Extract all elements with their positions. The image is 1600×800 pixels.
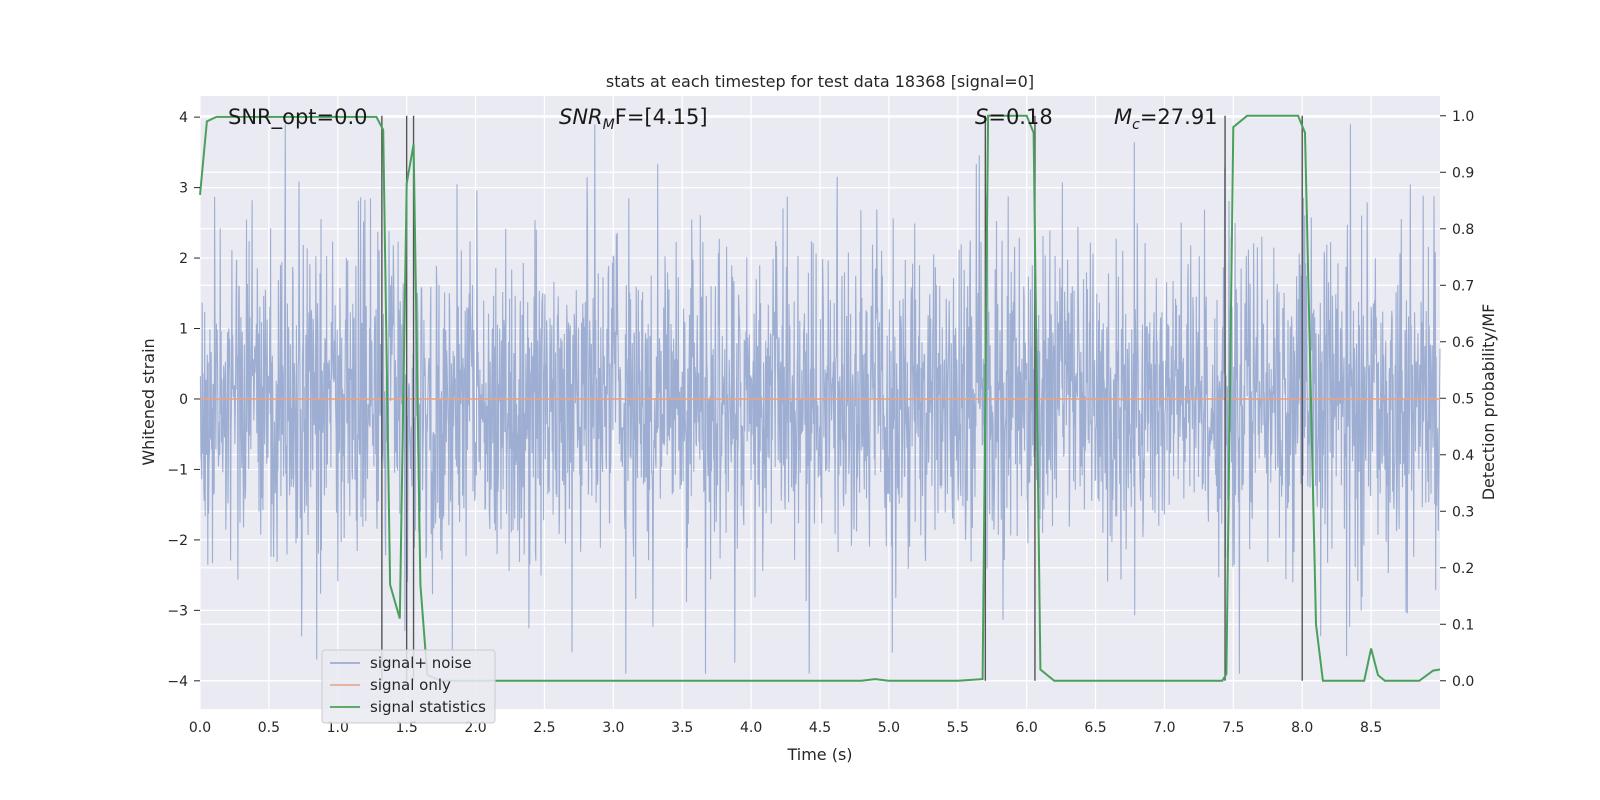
- y-right-tick-label: 0.9: [1452, 165, 1474, 181]
- x-axis-label: Time (s): [786, 745, 852, 764]
- y-right-tick-label: 0.0: [1452, 674, 1474, 690]
- y-right-tick-label: 0.7: [1452, 278, 1474, 294]
- y-right-tick-label: 0.5: [1452, 391, 1474, 407]
- x-tick-label: 5.0: [878, 720, 900, 736]
- x-tick-label: 8.5: [1360, 720, 1382, 736]
- x-tick-label: 3.5: [671, 720, 693, 736]
- legend: signal+ noise signal only signal statist…: [321, 649, 496, 724]
- y-right-tick-label: 0.1: [1452, 617, 1474, 633]
- y-tick-label: −2: [167, 533, 188, 549]
- x-tick-label: 3.0: [602, 720, 624, 736]
- y-tick-label: 1: [179, 322, 188, 338]
- y-tick-label: −1: [167, 462, 188, 478]
- x-tick-label: 4.5: [809, 720, 831, 736]
- annotation-mc: Mc=27.91: [1114, 105, 1218, 133]
- annotation-snr-mf: SNRMF=[4.15]: [559, 105, 708, 133]
- y-right-tick-label: 0.4: [1452, 448, 1474, 464]
- y-tick-label: 3: [179, 181, 188, 197]
- y-tick-label: −3: [167, 603, 188, 619]
- x-tick-label: 0.5: [258, 720, 280, 736]
- y-right-tick-label: 0.3: [1452, 504, 1474, 520]
- x-tick-label: 6.5: [1084, 720, 1106, 736]
- annotation-snr-opt: SNR_opt=0.0: [228, 105, 368, 130]
- x-tick-label: 2.0: [464, 720, 486, 736]
- y-axis-label: Whitened strain: [139, 338, 158, 465]
- legend-label-signal-only: signal only: [370, 676, 451, 694]
- y-tick-label: 0: [179, 392, 188, 408]
- axes: 0.0 0.5 1.0 1.5 2.0 2.5 3.0 3.5 4.0 4.5 5.0 5.5 6.0 6…: [167, 109, 1474, 736]
- series-signal-statistics: [199, 114, 1441, 682]
- x-tick-label: 7.5: [1222, 720, 1244, 736]
- y-right-tick-label: 0.6: [1452, 335, 1474, 351]
- x-tick-label: 4.0: [740, 720, 762, 736]
- x-tick-label: 1.5: [396, 720, 418, 736]
- y-right-axis-label: Detection probability/MF: [1479, 304, 1498, 501]
- annotation-s: S=0.18: [975, 105, 1053, 129]
- x-tick-label: 1.0: [327, 720, 349, 736]
- x-tick-label: 5.5: [947, 720, 969, 736]
- y-tick-label: 2: [179, 251, 188, 267]
- y-right-tick-label: 1.0: [1452, 109, 1474, 125]
- x-tick-label: 7.0: [1153, 720, 1175, 736]
- y-right-tick-label: 0.2: [1452, 561, 1474, 577]
- legend-label-signal-noise: signal+ noise: [370, 654, 472, 672]
- y-tick-label: 4: [179, 110, 188, 126]
- x-tick-label: 8.0: [1291, 720, 1313, 736]
- legend-box: [321, 649, 496, 724]
- y-tick-label: −4: [167, 674, 188, 690]
- y-right-tick-label: 0.8: [1452, 222, 1474, 238]
- x-tick-label: 2.5: [533, 720, 555, 736]
- x-tick-label: 0.0: [189, 720, 211, 736]
- x-tick-label: 6.0: [1016, 720, 1038, 736]
- chart-title: stats at each timestep for test data 183…: [606, 72, 1034, 91]
- legend-label-signal-statistics: signal statistics: [370, 698, 486, 716]
- signal-statistics-line: [199, 114, 1441, 682]
